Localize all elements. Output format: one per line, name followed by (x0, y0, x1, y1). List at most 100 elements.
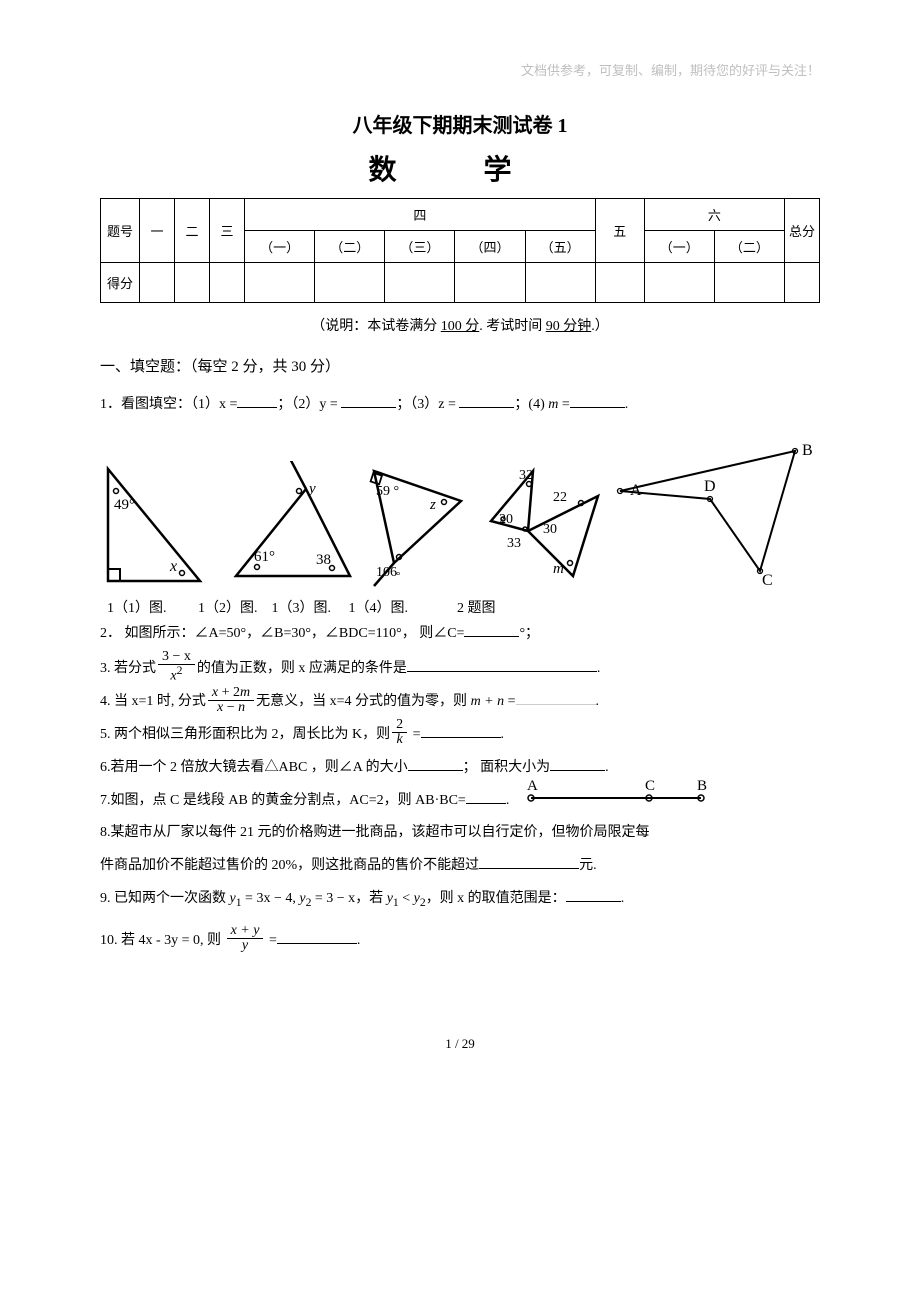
question-1: 1．看图填空：（1）x =；（2）y = ；（3）z = ；(4) m =. (100, 390, 820, 421)
q1-m: m (548, 397, 558, 412)
figure-1-4: 32 22 20 30 33 m (473, 451, 608, 591)
figure-row: 49° x y 61° 38 59 ° z 106 ° 32 22 20 30 (100, 441, 820, 591)
blank (550, 759, 605, 771)
svg-text:B: B (697, 778, 707, 794)
question-6: 6.若用一个 2 倍放大镜去看△ABC ，则∠A 的大小； 面积大小为. (100, 753, 820, 784)
readme-prefix: （说明：本试卷满分 (311, 319, 441, 334)
q9-y1r: = 3x − 4, (242, 891, 300, 906)
question-5: 5. 两个相似三角形面积比为 2，周长比为 K，则2k =. (100, 720, 820, 751)
question-8-line2: 件商品加价不能超过售价的 20%，则这批商品的售价不能超过元. (100, 851, 820, 882)
cell-blank (785, 263, 820, 303)
q8-line2-tail: 元. (579, 858, 597, 873)
cell-blank (175, 263, 210, 303)
svg-text:30: 30 (543, 522, 557, 537)
blank (421, 726, 501, 738)
q7-pre: 7.如图，点 C 是线段 AB 的黄金分割点，AC=2，则 AB·BC= (100, 793, 466, 808)
q4-pre: 4. 当 x=1 时, 分式 (100, 694, 206, 709)
exam-instructions: （说明：本试卷满分 100 分. 考试时间 90 分钟.） (100, 315, 820, 335)
caption-5: 2 题图 (457, 601, 496, 616)
q3-pre: 3. 若分式 (100, 661, 156, 676)
cell-section-5: 五 (595, 199, 644, 263)
fraction: x + yy (227, 924, 264, 953)
title-subject: 数 学 (100, 148, 820, 188)
q9-lt: < (399, 891, 414, 906)
page-footer: 1 / 29 (100, 1036, 820, 1052)
readme-suffix: .） (591, 319, 609, 334)
svg-text:22: 22 (553, 490, 567, 505)
cell-blank (315, 263, 385, 303)
svg-text:x: x (169, 558, 177, 575)
svg-text:C: C (645, 778, 655, 794)
blank (516, 693, 596, 705)
cell-4-5: （五） (525, 231, 595, 263)
svg-text:32: 32 (519, 468, 533, 483)
cell-4-3: （三） (385, 231, 455, 263)
svg-text:49°: 49° (114, 497, 135, 513)
caption-3: 1（3）图. (272, 601, 332, 616)
q1-p3: ；（3）z = (396, 397, 459, 412)
frac-num: x + y (227, 924, 264, 939)
q4-mn: m + n (471, 694, 505, 709)
figure-1-1: 49° x (100, 451, 212, 591)
cell-blank (245, 263, 315, 303)
svg-text:B: B (802, 442, 813, 459)
q3-tail: . (597, 661, 601, 676)
question-9: 9. 已知两个一次函数 y1 = 3x − 4, y2 = 3 − x，若 y1… (100, 884, 820, 915)
cell-score-label: 得分 (101, 263, 140, 303)
q5-tail: . (501, 727, 505, 742)
fraction: 3 − xx2 (158, 650, 195, 684)
blank (407, 659, 597, 671)
frac-num: 3 − x (158, 650, 195, 665)
blank (459, 396, 514, 408)
question-3: 3. 若分式3 − xx2的值为正数，则 x 应满足的条件是. (100, 652, 820, 686)
q9-pre: 9. 已知两个一次函数 (100, 891, 230, 906)
cell-label-qnum: 题号 (101, 199, 140, 263)
blank (408, 759, 463, 771)
q1-p2: ；（2）y = (277, 397, 341, 412)
svg-text:59 °: 59 ° (376, 484, 399, 499)
q4-tail: . (596, 694, 600, 709)
svg-text:°: ° (396, 570, 400, 582)
fraction: x + 2mx − n (208, 686, 254, 715)
svg-text:61°: 61° (254, 549, 275, 565)
cell-section-2: 二 (175, 199, 210, 263)
svg-text:38: 38 (316, 552, 331, 568)
title-line-1: 八年级下期期末测试卷 1 (100, 109, 820, 138)
blank (464, 625, 519, 637)
cell-blank (385, 263, 455, 303)
caption-2: 1（2）图. (198, 601, 258, 616)
caption-1: 1（1）图. (107, 601, 167, 616)
q9-post: ，则 x 的取值范围是： (426, 891, 566, 906)
frac-num: x + 2m (208, 686, 254, 701)
svg-text:y: y (307, 481, 316, 497)
blank (277, 931, 357, 943)
cell-blank (210, 263, 245, 303)
q3-mid: 的值为正数，则 x 应满足的条件是 (197, 661, 407, 676)
frac-den: k (392, 733, 407, 747)
frac-num: 2 (392, 718, 407, 733)
cell-blank (644, 263, 714, 303)
frac-den: x2 (158, 665, 195, 684)
blank (341, 396, 396, 408)
q6-tail: . (605, 760, 609, 775)
cell-blank (140, 263, 175, 303)
cell-4-4: （四） (455, 231, 525, 263)
question-10: 10. 若 4x - 3y = 0, 则 x + yy =. (100, 926, 820, 957)
q4-mid: 无意义，当 x=4 分式的值为零，则 (256, 694, 470, 709)
svg-text:D: D (704, 478, 716, 495)
cell-total: 总分 (785, 199, 820, 263)
blank (566, 890, 621, 902)
q2-text: 2． 如图所示：∠A=50°，∠B=30°，∠BDC=110°， 则∠C= (100, 626, 464, 641)
figure-captions: 1（1）图. 1（2）图. 1（3）图. 1（4）图. 2 题图 (100, 597, 820, 617)
cell-6-1: （一） (644, 231, 714, 263)
blank (570, 396, 625, 408)
readme-score: 100 分 (441, 319, 480, 334)
figure-1-2: y 61° 38 (214, 461, 364, 591)
question-8-line1: 8.某超市从厂家以每件 21 元的价格购进一批商品，该超市可以自行定价，但物价局… (100, 818, 820, 849)
svg-text:33: 33 (507, 536, 521, 551)
readme-mid: . 考试时间 (479, 319, 546, 334)
svg-text:A: A (630, 482, 642, 499)
q9-mid: ，若 (355, 891, 387, 906)
svg-text:106: 106 (376, 565, 397, 580)
svg-text:A: A (527, 778, 538, 794)
